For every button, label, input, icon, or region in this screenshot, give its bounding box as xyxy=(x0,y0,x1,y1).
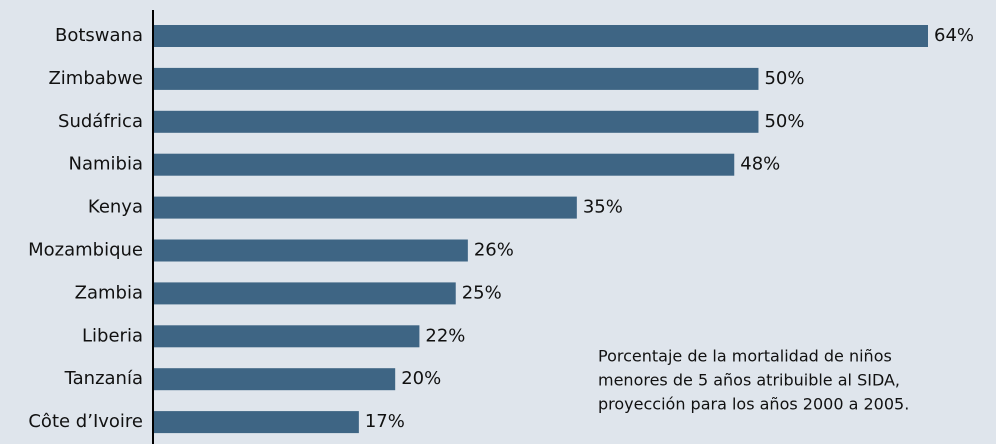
value-label: 64% xyxy=(934,25,974,46)
bar xyxy=(153,239,468,262)
bar xyxy=(153,411,359,434)
y-tick-label: Sudáfrica xyxy=(58,111,143,132)
y-tick-label: Tanzanía xyxy=(64,368,143,389)
annotation: Porcentaje de la mortalidad de niños xyxy=(598,347,892,366)
bar xyxy=(153,368,396,391)
bar xyxy=(153,282,456,305)
value-label: 25% xyxy=(462,282,502,303)
y-tick-label: Mozambique xyxy=(28,240,143,261)
y-tick-label: Botswana xyxy=(55,25,143,46)
y-tick-label: Côte d’Ivoire xyxy=(28,411,143,432)
value-label: 48% xyxy=(740,154,780,175)
y-tick-label: Kenya xyxy=(88,197,143,218)
value-label: 50% xyxy=(764,68,804,89)
annotation: proyección para los años 2000 a 2005. xyxy=(598,395,909,414)
bar xyxy=(153,153,735,176)
bar xyxy=(153,110,759,133)
value-label: 20% xyxy=(401,368,441,389)
bar xyxy=(153,325,420,348)
y-tick-label: Namibia xyxy=(69,154,144,175)
bar xyxy=(153,25,928,47)
value-label: 17% xyxy=(365,411,405,432)
value-label: 26% xyxy=(474,240,514,261)
value-label: 50% xyxy=(764,111,804,132)
annotation: menores de 5 años atribuible al SIDA, xyxy=(598,371,900,390)
value-label: 22% xyxy=(425,325,465,346)
y-tick-label: Zambia xyxy=(75,282,143,303)
value-label: 35% xyxy=(583,197,623,218)
bar xyxy=(153,196,577,219)
y-tick-label: Liberia xyxy=(82,325,143,346)
bar xyxy=(153,67,759,90)
y-tick-label: Zimbabwe xyxy=(48,68,143,89)
